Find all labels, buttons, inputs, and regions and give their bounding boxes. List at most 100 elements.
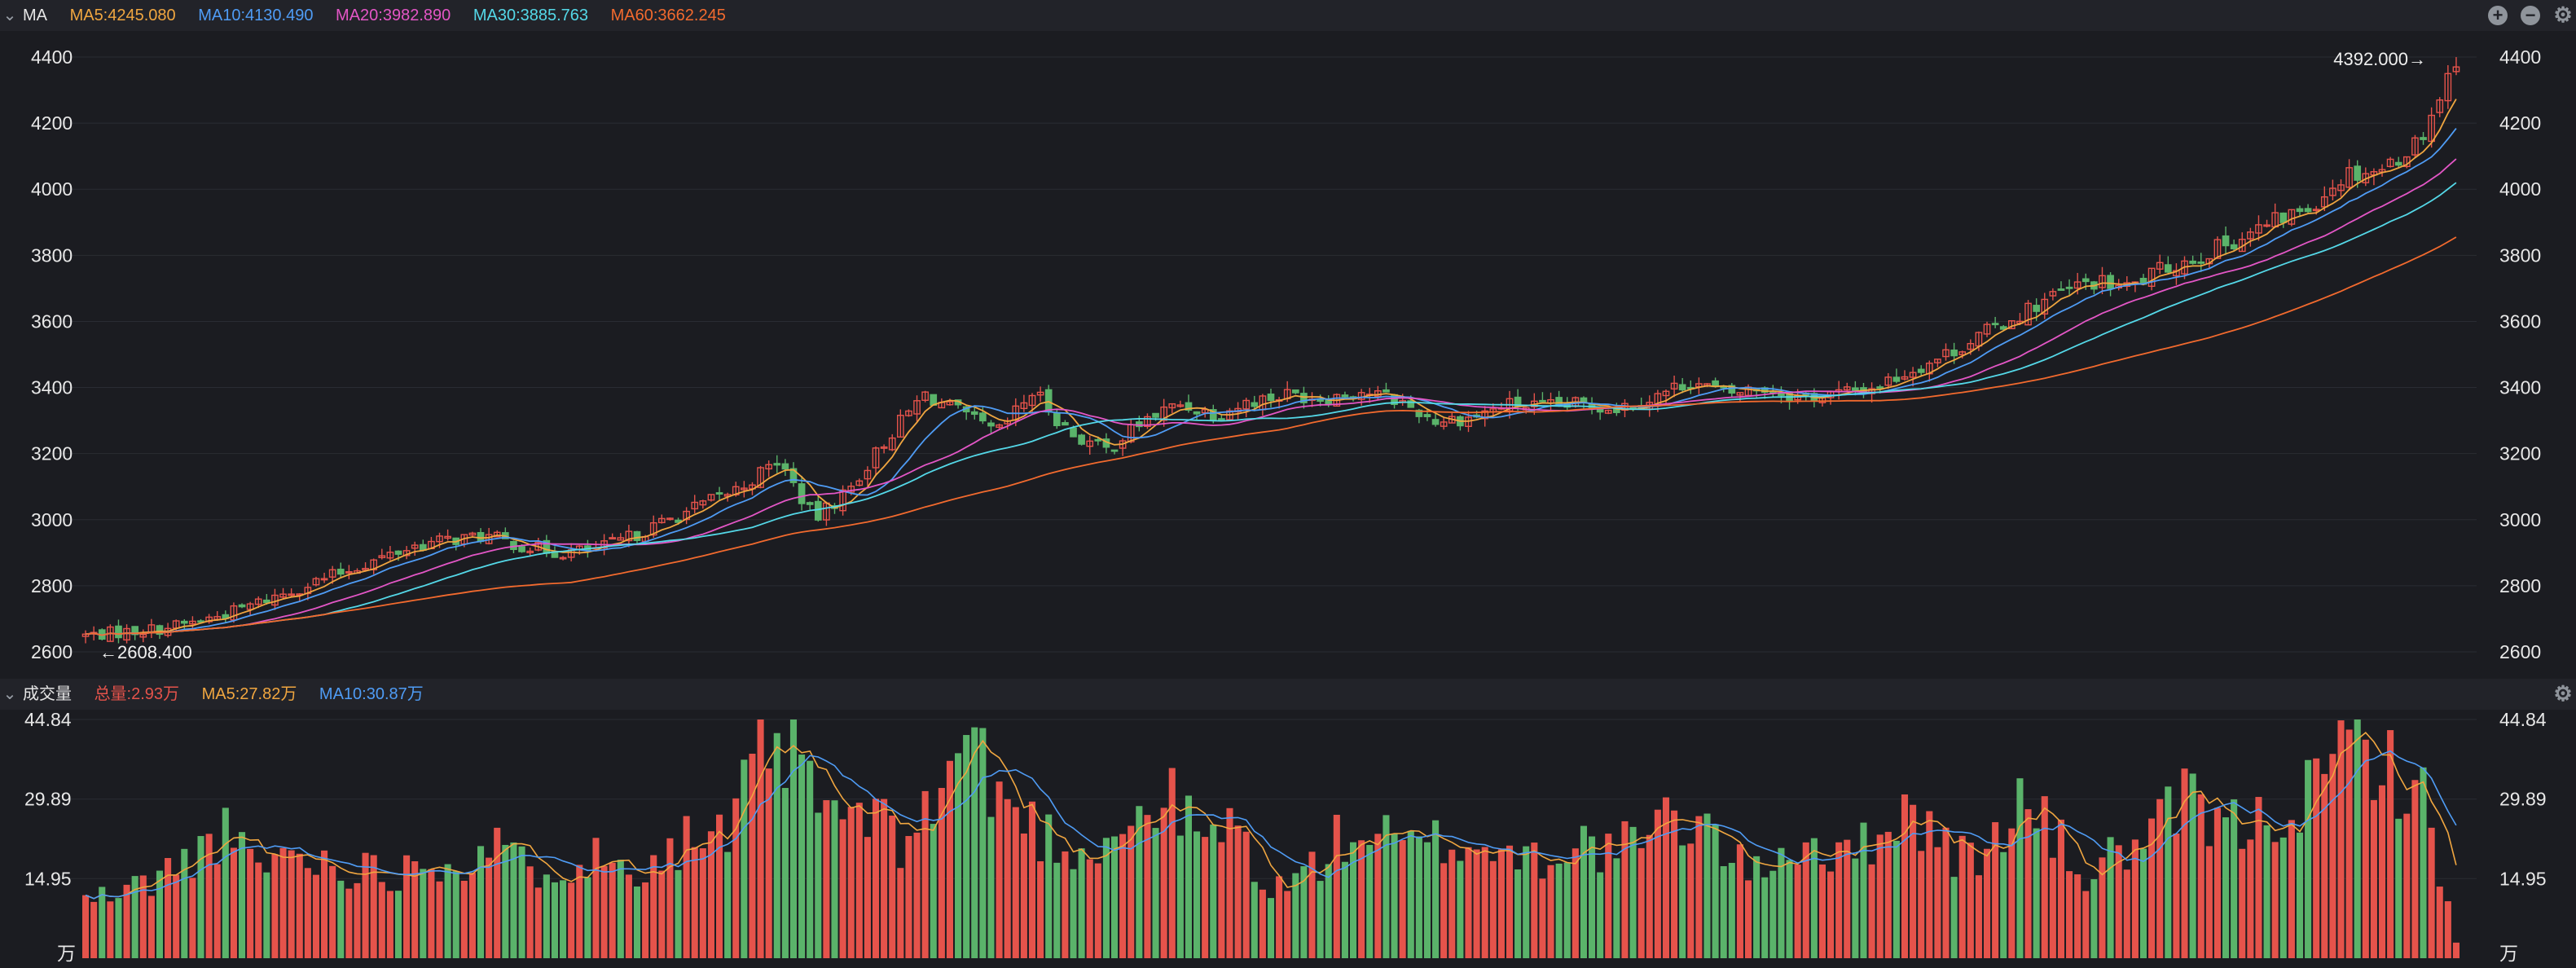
volume-bar	[773, 733, 780, 958]
volume-bar	[2444, 901, 2451, 958]
legend-ma10: MA10:4130.490	[198, 7, 314, 24]
candle-body	[2394, 161, 2402, 166]
volume-bar	[938, 788, 945, 958]
volume-bar	[1802, 842, 1809, 958]
volume-bar	[2066, 871, 2073, 958]
chevron-down-icon[interactable]: ⌄	[2, 7, 17, 24]
candle-body	[1020, 402, 1028, 410]
volume-bar	[1523, 846, 1530, 958]
volume-bar	[1333, 814, 1340, 958]
volume-bar	[420, 869, 427, 958]
candle-body	[625, 530, 633, 542]
volume-bar	[526, 866, 534, 958]
candle-body	[2247, 231, 2254, 240]
volume-bar	[732, 798, 740, 958]
volume-bar	[370, 855, 377, 958]
volume-bar	[2000, 851, 2007, 958]
candle-body	[2279, 212, 2288, 223]
volume-bar	[1983, 848, 1991, 958]
volume-bar	[1761, 877, 1769, 958]
candle-body	[1958, 351, 1967, 356]
gear-icon[interactable]: ⚙	[2553, 2, 2573, 27]
volume-bar	[2197, 794, 2205, 958]
minus-circle-icon[interactable]: −	[2521, 6, 2540, 25]
candle-body	[1909, 372, 1917, 378]
volume-bar	[1744, 880, 1752, 958]
candle-body	[1168, 403, 1176, 409]
volume-bar	[1818, 864, 1826, 958]
volume-bar	[312, 874, 319, 958]
candle-body	[1086, 440, 1094, 447]
candle-body	[839, 489, 846, 512]
volume-bar	[321, 850, 328, 958]
volume-bar	[2279, 837, 2287, 958]
volume-bar	[1835, 842, 1843, 958]
volume-bar	[1489, 860, 1497, 958]
volume-bar	[2057, 819, 2065, 958]
volume-bar	[181, 848, 188, 958]
candle-body	[1423, 414, 1431, 418]
volume-bar	[1070, 869, 1077, 958]
candle-body	[757, 467, 764, 488]
candle-body	[2337, 184, 2345, 191]
candle-body	[1144, 416, 1151, 428]
candle-body	[1341, 394, 1349, 398]
volume-bar	[1119, 834, 1127, 958]
volume-bar	[551, 882, 559, 958]
chevron-down-icon[interactable]: ⌄	[2, 685, 17, 703]
volume-bar	[1892, 840, 1900, 958]
volume-bar	[2107, 837, 2114, 958]
volume-bar	[2255, 797, 2262, 958]
volume-bar	[625, 874, 632, 958]
volume-bar	[749, 754, 756, 958]
candle-body	[633, 530, 641, 541]
volume-bar	[1958, 835, 1966, 958]
candle-body	[2033, 305, 2040, 312]
candle-body	[123, 627, 130, 641]
candle-body	[2263, 224, 2270, 227]
volume-bar	[1810, 838, 1818, 958]
volume-bar	[2305, 759, 2312, 958]
volume-bar	[1934, 847, 1941, 958]
volume-bar	[386, 891, 393, 958]
candle-body	[1218, 418, 1225, 421]
volume-bar	[757, 719, 764, 958]
candle-body	[1193, 411, 1201, 415]
volume-bar	[979, 728, 987, 958]
volume-bar	[156, 870, 164, 958]
candle-body	[996, 424, 1003, 429]
candle-body	[1053, 412, 1061, 427]
gear-icon[interactable]: ⚙	[2553, 681, 2573, 706]
legend-total-volume: 总量:2.93万	[94, 685, 180, 703]
volume-bar	[815, 812, 822, 958]
plus-circle-icon[interactable]: +	[2488, 6, 2508, 25]
volume-bar	[263, 872, 270, 958]
volume-bar	[90, 901, 98, 958]
candle-body	[2312, 209, 2320, 212]
candle-body	[1251, 402, 1259, 407]
candle-body	[1843, 386, 1851, 391]
volume-bar	[781, 788, 789, 958]
candle-body	[180, 620, 188, 624]
candle-body	[1604, 409, 1612, 414]
volume-tick-label-left: 29.89	[24, 789, 72, 810]
volume-bar	[1778, 847, 1785, 958]
volume-bar	[2041, 796, 2048, 958]
candle-body	[2024, 302, 2032, 326]
candle-body	[1852, 387, 1859, 391]
candle-body	[2099, 275, 2106, 288]
candle-body	[864, 469, 872, 480]
candle-body	[328, 569, 336, 578]
candle-body	[2222, 235, 2230, 247]
volume-bar	[2008, 828, 2016, 958]
volume-bar	[486, 857, 493, 958]
candle-body	[362, 567, 369, 571]
volume-bar	[1671, 810, 1678, 958]
volume-bar	[2099, 857, 2106, 958]
candle-body	[279, 593, 287, 598]
volume-bar	[807, 760, 814, 958]
volume-bar	[1004, 799, 1011, 958]
candle-body	[312, 578, 320, 586]
y-tick-label-right: 4200	[2499, 112, 2541, 134]
